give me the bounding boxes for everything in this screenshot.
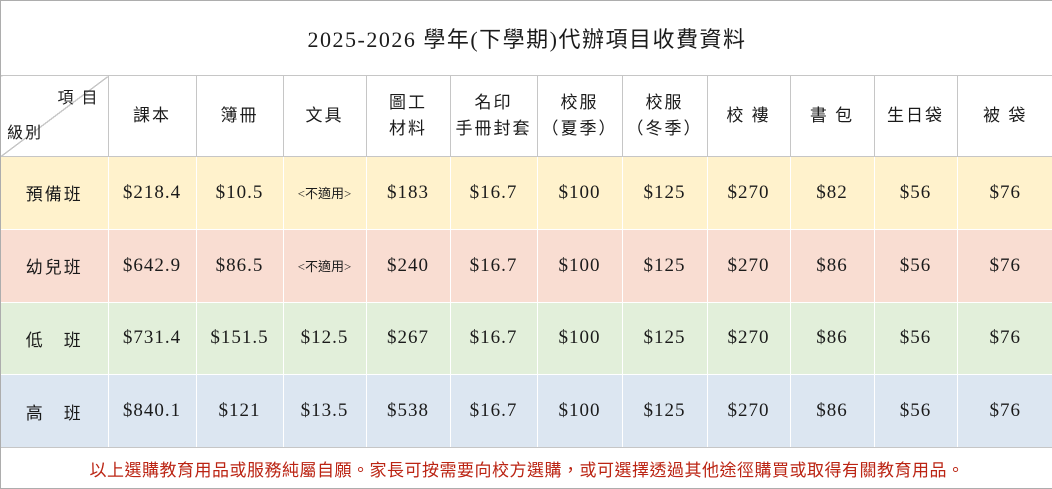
column-header: 校服 （冬季） <box>621 75 708 158</box>
table-title: 2025-2026 學年(下學期)代辦項目收費資料 <box>1 1 1052 77</box>
fee-cell: $10.5 <box>195 156 284 230</box>
column-header: 書 包 <box>789 75 875 158</box>
fee-cell: $76 <box>956 228 1052 303</box>
column-header: 被 袋 <box>956 75 1052 158</box>
fee-cell: <不適用> <box>282 228 367 303</box>
corner-header-cell: 項 目 級別 <box>1 75 109 158</box>
fee-cell: $86 <box>789 374 875 449</box>
fee-cell: $270 <box>706 156 791 230</box>
fee-cell: $56 <box>873 156 958 230</box>
fee-cell: $76 <box>956 374 1052 449</box>
fee-cell: $16.7 <box>449 156 538 230</box>
fee-cell: $100 <box>536 156 623 230</box>
row-label: 幼兒班 <box>1 228 109 303</box>
fee-cell: $16.7 <box>449 301 538 376</box>
fee-cell: $86 <box>789 228 875 303</box>
fee-cell: $121 <box>195 374 284 449</box>
column-header: 名印 手冊封套 <box>449 75 538 158</box>
header-row: 項 目 級別 課本 簿冊 文具 圖工 材料 名印 手冊封套 校服 （夏季） 校服 （冬季）校… <box>1 75 1052 158</box>
title-row: 2025-2026 學年(下學期)代辦項目收費資料 <box>1 1 1052 77</box>
footer-row: 以上選購教育用品或服務純屬自願。家長可按需要向校方選購，或可選擇透過其他途徑購買… <box>1 447 1052 488</box>
corner-label-grade: 級別 <box>7 125 44 143</box>
fee-cell: $731.4 <box>107 301 197 376</box>
fee-cell: $267 <box>365 301 451 376</box>
fee-cell: $13.5 <box>282 374 367 449</box>
fee-cell: <不適用> <box>282 156 367 230</box>
fee-cell: $270 <box>706 301 791 376</box>
fee-cell: $100 <box>536 228 623 303</box>
fee-cell: $16.7 <box>449 228 538 303</box>
row-label: 預備班 <box>1 156 109 230</box>
column-header: 校 褸 <box>706 75 791 158</box>
fee-cell: $538 <box>365 374 451 449</box>
column-header: 文具 <box>282 75 367 158</box>
fee-cell: $125 <box>621 156 708 230</box>
fee-cell: $100 <box>536 374 623 449</box>
fee-cell: $86.5 <box>195 228 284 303</box>
fee-cell: $125 <box>621 301 708 376</box>
fee-cell: $56 <box>873 374 958 449</box>
fee-cell: $240 <box>365 228 451 303</box>
column-header: 生日袋 <box>873 75 958 158</box>
fee-cell: $100 <box>536 301 623 376</box>
fee-cell: $76 <box>956 156 1052 230</box>
corner-label-item: 項 目 <box>57 90 100 108</box>
fee-cell: $16.7 <box>449 374 538 449</box>
fee-cell: $125 <box>621 228 708 303</box>
fee-cell: $82 <box>789 156 875 230</box>
fee-cell: $151.5 <box>195 301 284 376</box>
fee-cell: $76 <box>956 301 1052 376</box>
row-label: 低 班 <box>1 301 109 376</box>
fee-cell: $183 <box>365 156 451 230</box>
fee-cell: $56 <box>873 228 958 303</box>
table-row: 幼兒班 $642.9 $86.5 <不適用> $240 $16.7 $100 $125 $270… <box>1 228 1052 303</box>
table-row: 高 班 $840.1 $121 $13.5 $538 $16.7 $100 $125 $270 $… <box>1 374 1052 449</box>
fee-cell: $642.9 <box>107 228 197 303</box>
table-row: 低 班 $731.4 $151.5 $12.5 $267 $16.7 $100 $125 $27… <box>1 301 1052 376</box>
table-row: 預備班 $218.4 $10.5 <不適用> $183 $16.7 $100 $125 $270… <box>1 156 1052 230</box>
footer-note: 以上選購教育用品或服務純屬自願。家長可按需要向校方選購，或可選擇透過其他途徑購買… <box>1 447 1052 488</box>
row-label: 高 班 <box>1 374 109 449</box>
column-header: 簿冊 <box>195 75 284 158</box>
fee-cell: $218.4 <box>107 156 197 230</box>
column-header: 圖工 材料 <box>365 75 451 158</box>
column-header: 校服 （夏季） <box>536 75 623 158</box>
fee-cell: $270 <box>706 228 791 303</box>
fee-cell: $12.5 <box>282 301 367 376</box>
fee-cell: $270 <box>706 374 791 449</box>
fee-cell: $840.1 <box>107 374 197 449</box>
fee-cell: $125 <box>621 374 708 449</box>
column-header: 課本 <box>107 75 197 158</box>
fee-cell: $56 <box>873 301 958 376</box>
fee-cell: $86 <box>789 301 875 376</box>
